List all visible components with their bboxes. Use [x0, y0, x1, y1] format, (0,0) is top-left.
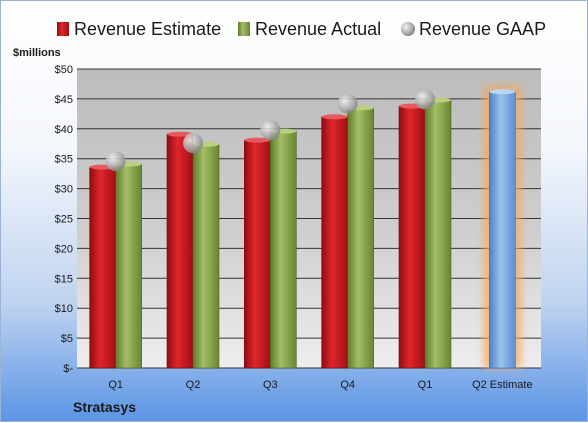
y-tick-label: $5 — [61, 333, 73, 345]
gridlines — [77, 68, 541, 369]
bar-cap — [489, 89, 516, 95]
x-tick-label: Q1 — [418, 379, 433, 391]
y-axis: $- $5 $10 $15 $20 $25 $30 $35 $40 $45 $50 — [55, 64, 74, 375]
gaap-marker — [105, 151, 126, 172]
unit-label: $millions — [13, 47, 61, 59]
bar-revenue-estimate — [166, 133, 194, 369]
y-tick-label: $40 — [55, 124, 73, 136]
x-tick-label: Q2 — [186, 379, 201, 391]
bar-revenue-actual — [424, 99, 452, 369]
x-tick-label: Q1 — [108, 379, 123, 391]
y-tick-label: $10 — [55, 303, 73, 315]
gaap-markers — [105, 89, 435, 172]
bar-cap — [244, 137, 271, 143]
bar-revenue-actual — [347, 107, 374, 369]
bar-cap — [167, 131, 193, 137]
y-tick-label: $15 — [55, 273, 73, 285]
legend-swatch-estimate — [57, 22, 69, 36]
bar-revenue-estimate — [398, 105, 426, 369]
bar-revenue-estimate — [89, 166, 116, 369]
gaap-marker — [337, 93, 358, 114]
x-tick-label: Q2 Estimate — [472, 379, 533, 391]
bar-revenue-estimate — [321, 116, 348, 369]
legend: Revenue Estimate Revenue Actual Revenue GA… — [57, 19, 546, 39]
gaap-marker — [415, 89, 435, 110]
y-tick-label: $45 — [55, 94, 73, 106]
bar-revenue-estimate — [244, 139, 271, 369]
legend-label: Revenue GAAP — [419, 19, 546, 39]
bar-revenue-actual — [192, 144, 220, 369]
bar-revenue-estimate — [489, 91, 516, 369]
bar-revenue-actual — [270, 130, 297, 369]
y-tick-label: $- — [63, 363, 73, 375]
legend-label: Revenue Estimate — [74, 19, 221, 39]
legend-swatch-actual — [238, 22, 250, 36]
bar-cap — [321, 114, 348, 120]
y-tick-label: $30 — [55, 184, 73, 196]
y-tick-label: $35 — [55, 154, 73, 166]
y-tick-label: $50 — [55, 64, 73, 76]
company-name: Stratasys — [73, 399, 136, 415]
gaap-marker — [260, 119, 281, 140]
x-tick-label: Q3 — [263, 379, 278, 391]
bars — [89, 85, 522, 369]
y-tick-label: $25 — [55, 214, 73, 226]
x-axis: Q1 Q2 Q3 Q4 Q1 Q2 Estimate — [108, 379, 532, 391]
legend-label: Revenue Actual — [255, 19, 381, 39]
legend-swatch-gaap — [401, 22, 415, 36]
y-tick-label: $20 — [55, 243, 73, 255]
gaap-marker — [183, 133, 203, 154]
bar-revenue-actual — [115, 163, 142, 369]
x-tick-label: Q4 — [340, 379, 355, 391]
